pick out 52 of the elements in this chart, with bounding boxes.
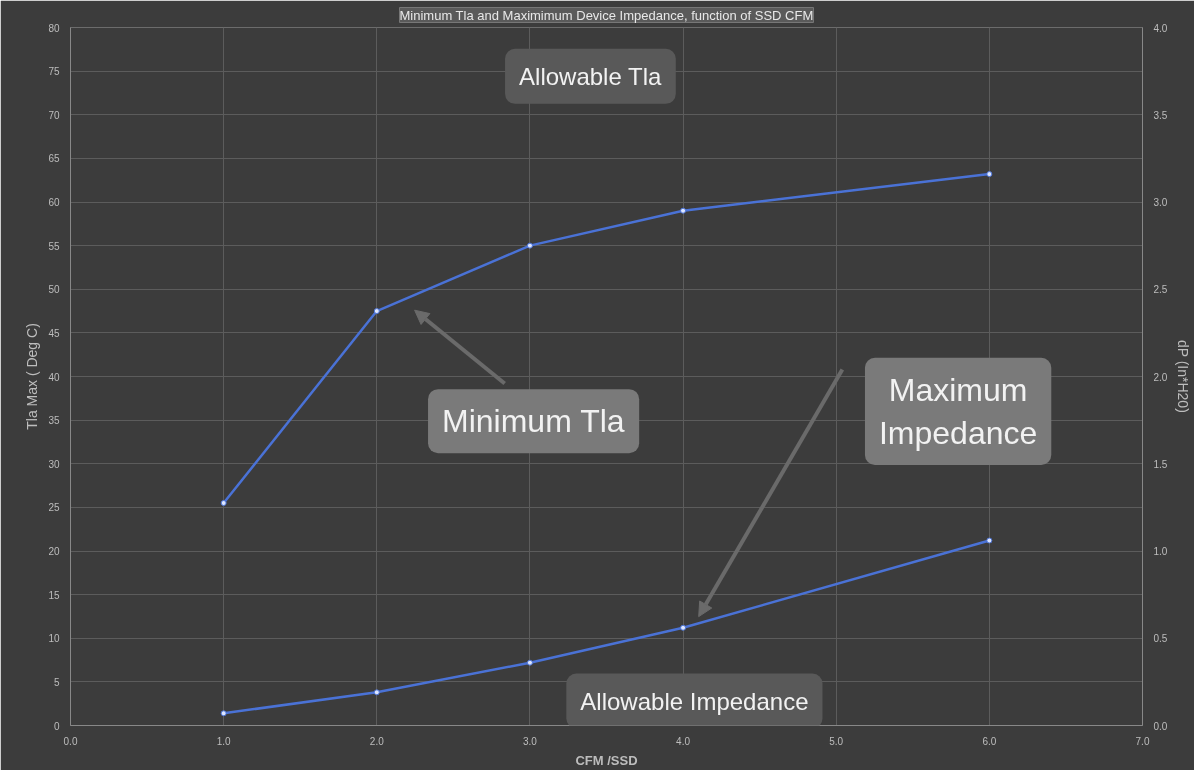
chart-title: Minimum Tla and Maximimum Device Impedance, function of SSD CFM (399, 7, 814, 23)
y2-tick-label: 0.5 (1153, 633, 1168, 645)
y-tick-label: 15 (48, 589, 60, 601)
x-tick-label: 3.0 (522, 735, 538, 747)
y2-tick-label: 1.5 (1153, 458, 1168, 470)
point (220, 710, 227, 717)
x-axis-title: CFM /SSD (575, 752, 638, 768)
y-tick-label: 20 (48, 546, 60, 557)
y2-tick-label: 2.0 (1153, 371, 1168, 383)
y-tick-label: 65 (48, 153, 60, 165)
annotation: Maximum Impedance (878, 371, 1038, 451)
y-tick-label: 35 (48, 415, 60, 427)
x-tick-label: 1.0 (216, 735, 232, 747)
y-tick-label: 25 (48, 502, 60, 514)
point (680, 207, 687, 214)
y2-tick-label: 1.0 (1153, 546, 1168, 557)
y-tick-label: 80 (48, 22, 60, 34)
y-tick-label: 10 (48, 633, 60, 645)
y-tick-label: 40 (48, 371, 60, 383)
y-axis-title: Tla Max ( Deg C) (24, 323, 41, 430)
point (373, 308, 380, 315)
x-tick-label: 4.0 (676, 735, 691, 747)
y2-tick-label: 0.0 (1153, 720, 1168, 732)
y-tick-label: 50 (48, 284, 60, 296)
x-tick-label: 5.0 (829, 735, 844, 747)
point (680, 624, 687, 631)
x-tick-label: 6.0 (982, 735, 997, 747)
y-tick-label: 75 (48, 66, 60, 78)
y-tick-label: 60 (48, 197, 60, 208)
y2-tick-label: 3.0 (1153, 197, 1168, 208)
y2-tick-label: 2.5 (1153, 284, 1168, 296)
annotation: Allowable Impedance (580, 687, 809, 715)
y-tick-label: 45 (48, 327, 60, 339)
y2-axis-title: dP (In*H20) (1175, 339, 1192, 413)
y-tick-label: 70 (48, 109, 60, 121)
x-tick-label: 2.0 (369, 735, 385, 747)
x-tick-label: 0.0 (63, 735, 78, 747)
y-tick-label: 0 (53, 720, 60, 732)
point (373, 689, 380, 696)
y2-tick-label: 3.5 (1153, 109, 1168, 121)
x-tick-label: 7.0 (1135, 735, 1150, 747)
point (986, 171, 993, 178)
point (220, 500, 227, 507)
point (526, 242, 533, 249)
annotation: Allowable Tla (519, 62, 663, 90)
y-tick-label: 5 (53, 676, 60, 688)
point (526, 659, 533, 666)
annotation: Minimum Tla (442, 403, 625, 440)
y-tick-label: 55 (48, 240, 60, 252)
y-tick-label: 30 (48, 458, 60, 470)
y2-tick-label: 4.0 (1153, 22, 1168, 34)
point (986, 537, 993, 544)
